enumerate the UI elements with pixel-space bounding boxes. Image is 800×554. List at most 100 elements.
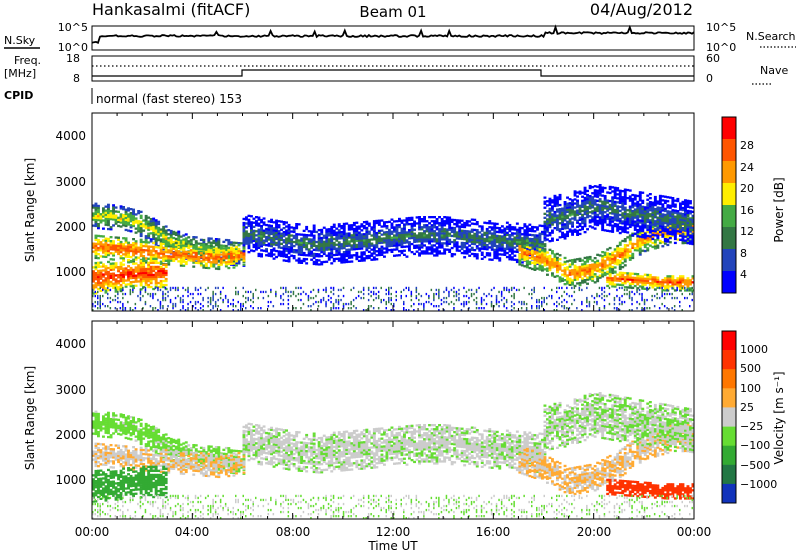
power-cell [312, 262, 316, 266]
power-cell [445, 244, 449, 247]
power-cell [345, 238, 349, 241]
power-cell [152, 259, 156, 263]
power-cell [515, 236, 519, 239]
power-cell [164, 292, 167, 296]
power-cell [287, 242, 291, 245]
power-cell [172, 245, 176, 248]
power-cell [390, 218, 394, 221]
power-cell [583, 208, 587, 212]
power-cell [320, 263, 324, 266]
power-cell [588, 199, 592, 202]
power-cell [92, 242, 95, 245]
power-cell [623, 252, 627, 255]
power-cell [556, 238, 559, 241]
power-cell [262, 229, 266, 232]
power-cell [656, 226, 660, 229]
power-cell [260, 233, 263, 236]
power-cell [282, 249, 286, 252]
power-cell [179, 248, 183, 251]
power-cell [207, 254, 211, 258]
power-cell [267, 232, 271, 235]
power-cell [92, 302, 94, 306]
power-cell [443, 216, 447, 219]
power-cell [684, 213, 687, 216]
power-cell [260, 290, 262, 294]
power-cell [588, 255, 592, 259]
power-cell [435, 252, 439, 255]
power-cell [679, 228, 682, 231]
power-cell [277, 234, 281, 237]
power-cell [312, 238, 316, 241]
power-cell [661, 231, 665, 234]
power-cell [230, 302, 232, 306]
power-cell [505, 225, 509, 228]
power-cell [671, 285, 675, 288]
power-cell [423, 226, 426, 229]
power-cell [119, 277, 123, 281]
power-cell [129, 249, 133, 253]
power-cell [97, 204, 100, 208]
power-cell [187, 236, 191, 239]
power-cell [621, 261, 625, 265]
power-cell [139, 278, 143, 281]
power-cell [260, 235, 263, 238]
power-cell [122, 245, 125, 248]
power-cell [611, 202, 615, 205]
power-cell [611, 226, 615, 229]
power-cell [515, 260, 519, 264]
power-cell [546, 259, 549, 262]
power-cell [182, 234, 186, 237]
power-cell [593, 273, 597, 276]
power-cell [621, 196, 625, 199]
power-cell [127, 279, 130, 282]
power-cell [362, 251, 366, 254]
power-cell [581, 263, 584, 266]
power-cell [388, 240, 391, 244]
power-cell [352, 234, 356, 237]
power-cell [531, 257, 534, 260]
power-cell [335, 247, 339, 250]
power-cell [684, 199, 687, 202]
power-cell [613, 208, 617, 212]
power-cell [483, 239, 487, 243]
power-cell [515, 232, 519, 235]
power-cell [546, 273, 549, 276]
power-cell [119, 267, 123, 271]
power-cell [97, 300, 99, 304]
power-cell [164, 240, 168, 244]
power-cell [265, 250, 268, 253]
power-cell [601, 214, 605, 217]
power-cell [94, 256, 98, 260]
power-cell [390, 226, 394, 229]
power-cell [219, 296, 222, 300]
power-cell [92, 266, 95, 269]
power-cell [553, 194, 557, 198]
power-cell [209, 249, 213, 252]
power-cell [648, 201, 652, 204]
power-cell [152, 265, 156, 269]
power-cell [159, 288, 162, 292]
power-cell [302, 233, 306, 236]
power-cell [355, 239, 359, 243]
power-cell [591, 212, 595, 215]
power-cell [94, 294, 96, 298]
power-cell [543, 248, 547, 251]
power-cell [117, 224, 120, 228]
power-cell [578, 216, 582, 219]
power-cell [222, 258, 226, 262]
power-cell [435, 234, 439, 237]
power-cell [132, 220, 135, 223]
power-cell [187, 307, 189, 310]
power-cell [157, 254, 161, 257]
power-cell [260, 239, 263, 242]
power-cell [423, 240, 426, 243]
power-cell [606, 191, 610, 194]
power-cell [611, 200, 615, 203]
power-cell [325, 236, 329, 239]
power-cell [488, 222, 492, 225]
power-cell [581, 273, 584, 276]
power-cell [661, 217, 665, 220]
power-cell [257, 216, 261, 219]
power-cell [199, 244, 203, 247]
power-cell [132, 246, 135, 249]
